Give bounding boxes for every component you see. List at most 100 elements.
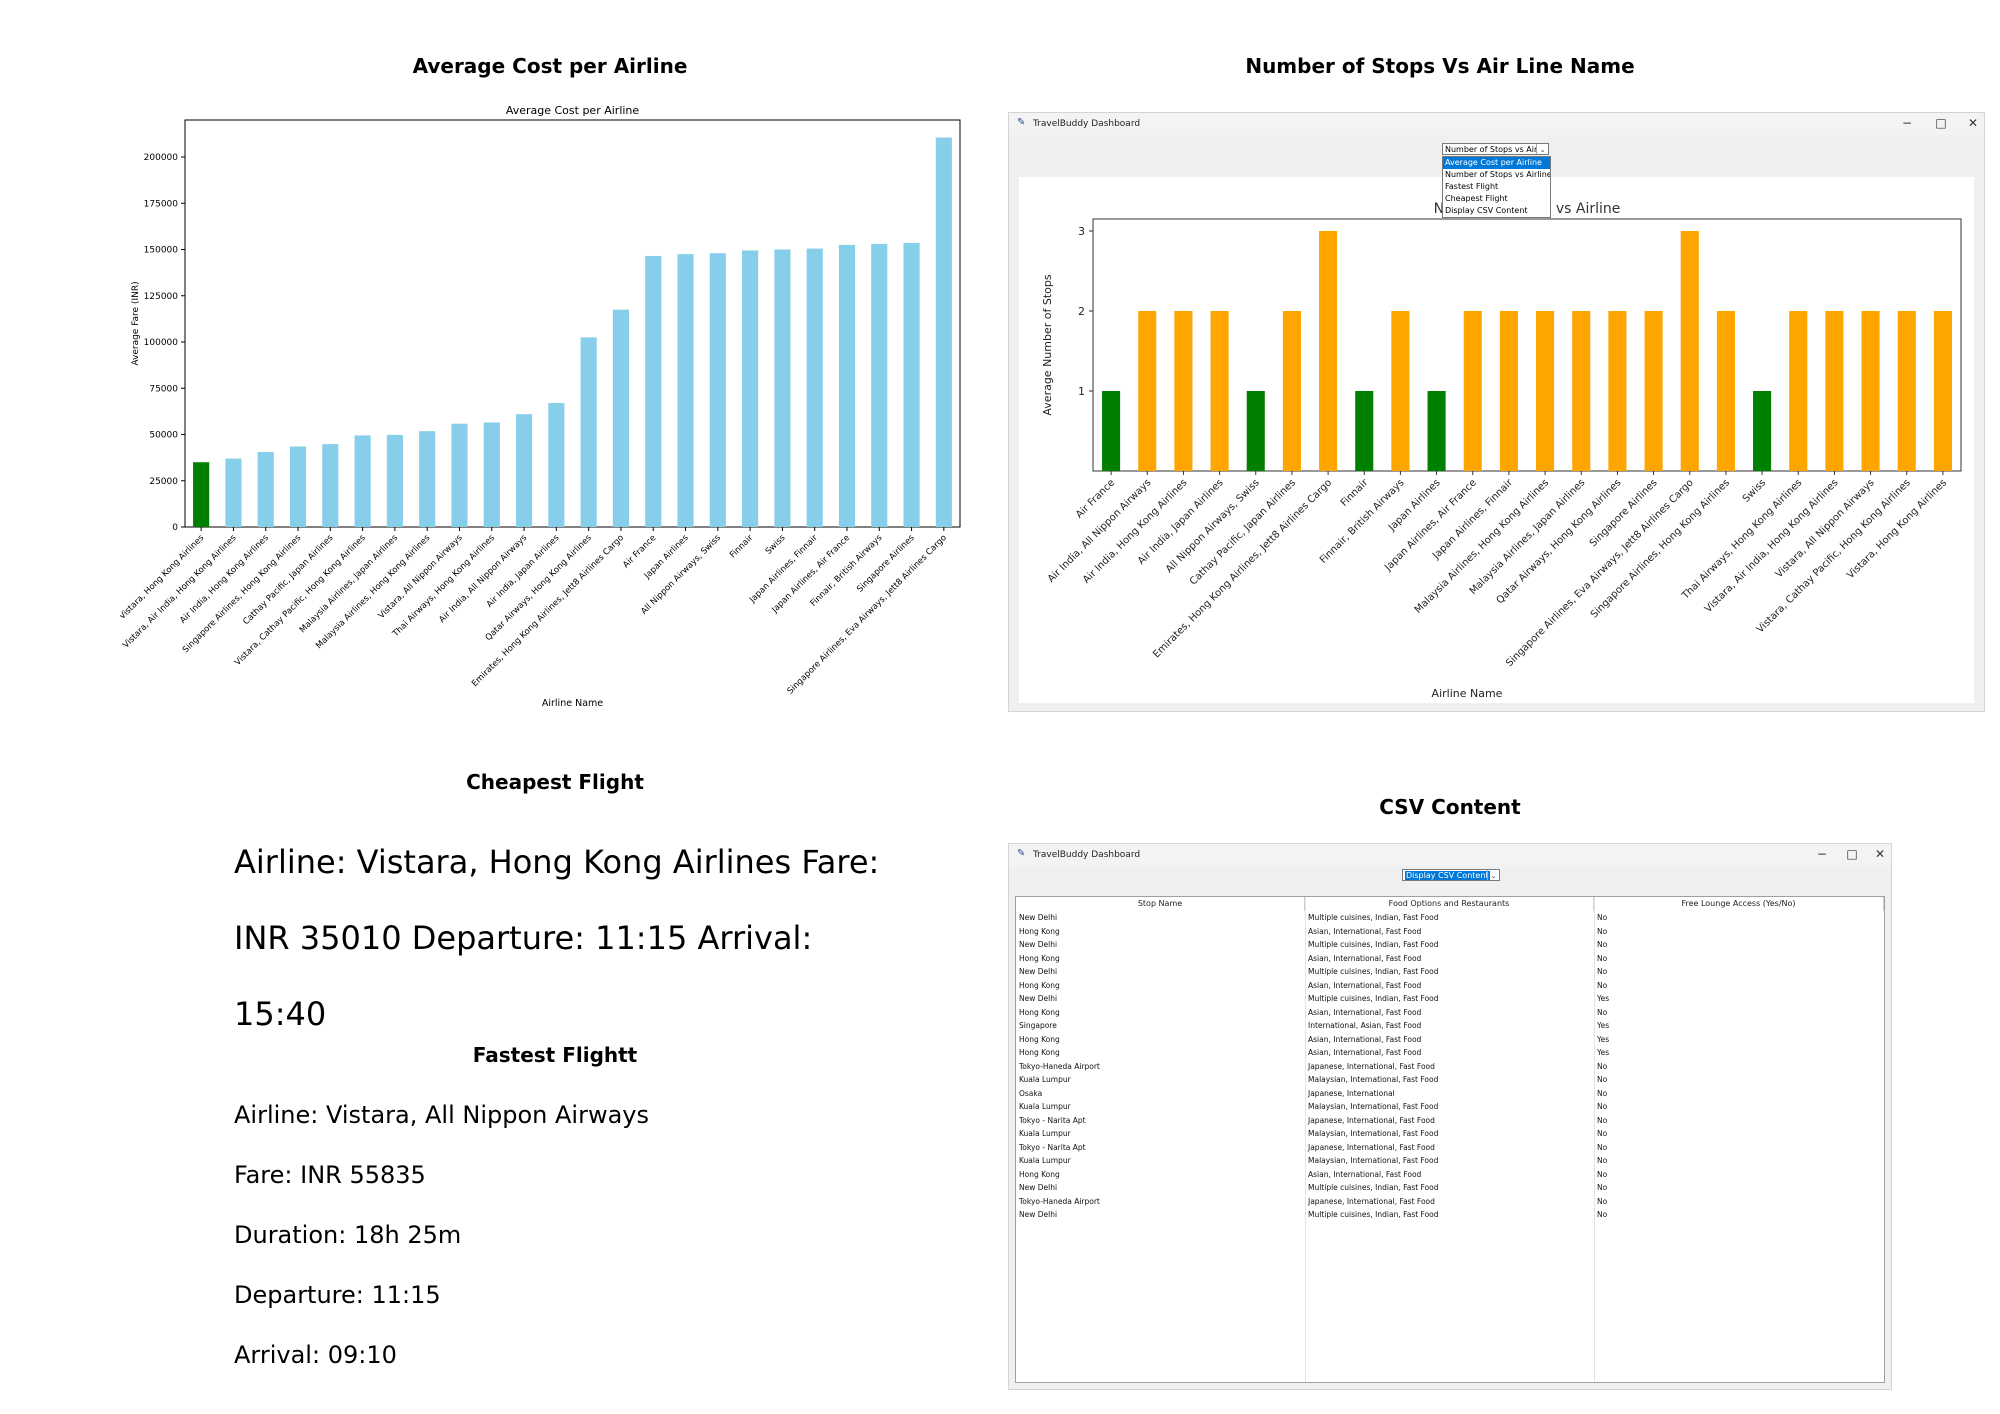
bar: [806, 248, 823, 527]
table-cell: Tokyo - Narita Apt: [1019, 1115, 1086, 1125]
table-cell: Hong Kong: [1019, 980, 1060, 990]
table-cell: Asian, International, Fast Food: [1308, 980, 1422, 990]
x-tick-label: Emirates, Hong Kong Airlines, Jett8 Airl…: [1151, 477, 1334, 660]
chevron-down-icon[interactable]: ⌄: [1536, 144, 1548, 154]
x-tick-label: Finnair: [1339, 477, 1371, 509]
y-tick-label: 200000: [144, 153, 179, 163]
bar: [1644, 311, 1663, 471]
minimize-button[interactable]: −: [1901, 116, 1913, 130]
column-header[interactable]: Free Lounge Access (Yes/No): [1594, 897, 1884, 911]
maximize-button[interactable]: □: [1846, 847, 1858, 861]
x-axis-label: Airline Name: [1432, 687, 1503, 700]
cheapest-heading: Cheapest Flight: [466, 770, 644, 794]
bar: [742, 250, 759, 528]
maximize-button[interactable]: □: [1935, 116, 1947, 130]
y-tick-label: 3: [1078, 225, 1085, 238]
fastest-duration: Duration: 18h 25m: [234, 1221, 462, 1249]
bar: [386, 434, 403, 527]
table-cell: Japanese, International, Fast Food: [1308, 1142, 1435, 1152]
table-cell: Malaysian, International, Fast Food: [1308, 1156, 1439, 1165]
chevron-down-icon[interactable]: ⌄: [1487, 870, 1499, 880]
bar: [903, 243, 920, 527]
cheapest-line-1: Airline: Vistara, Hong Kong Airlines Far…: [234, 843, 880, 881]
column-separator: [1594, 897, 1595, 1382]
dropdown-option[interactable]: Average Cost per Airline: [1443, 157, 1550, 169]
close-button[interactable]: ✕: [1967, 116, 1979, 130]
fastest-airline: Airline: Vistara, All Nippon Airways: [234, 1101, 649, 1129]
table-cell: Malaysian, International, Fast Food: [1308, 1102, 1439, 1111]
table-cell: No: [1597, 1007, 1608, 1017]
x-tick-label: Emirates, Hong Kong Airlines, Jett8 Airl…: [470, 533, 626, 689]
bar: [871, 243, 888, 527]
bar: [1174, 311, 1193, 471]
dropdown-option[interactable]: Cheapest Flight: [1445, 194, 1508, 203]
fastest-fare: Fare: INR 55835: [234, 1161, 426, 1189]
feather-icon: ✎: [1017, 848, 1026, 859]
table-cell: No: [1597, 1156, 1608, 1165]
table-cell: No: [1597, 1115, 1608, 1125]
cheapest-flight-info: Airline: Vistara, Hong Kong Airlines Far…: [234, 824, 879, 1052]
y-tick-label: 100000: [144, 338, 179, 348]
y-axis-label: Average Fare (INR): [131, 281, 141, 365]
bar: [289, 446, 307, 527]
table-cell: No: [1597, 1169, 1608, 1179]
bar: [1680, 231, 1699, 471]
y-tick-label: 150000: [144, 246, 179, 256]
avg-cost-chart: Average Cost per Airline 0 25000 50000 75000…: [120, 104, 961, 709]
bar: [645, 255, 662, 527]
window-title: TravelBuddy Dashboard: [1033, 119, 1141, 129]
table-cell: Hong Kong: [1019, 1169, 1060, 1179]
bar: [1210, 311, 1229, 471]
bar: [1753, 391, 1772, 471]
chart-select-combobox[interactable]: Number of Stops vs Airline ⌄: [1442, 143, 1549, 155]
csv-select-combobox[interactable]: Display CSV Content ⌄: [1402, 869, 1500, 881]
x-tick-label: Finnair: [728, 533, 756, 561]
stops-heading: Number of Stops Vs Air Line Name: [1245, 54, 1635, 78]
dropdown-option[interactable]: Fastest Flight: [1445, 182, 1499, 191]
dropdown-option[interactable]: Display CSV Content: [1445, 206, 1528, 215]
bar: [483, 422, 500, 527]
window-title: TravelBuddy Dashboard: [1033, 850, 1141, 860]
x-tick-label: Malaysia Airlines, Hong Kong Airlines: [314, 533, 433, 652]
table-cell: Hong Kong: [1019, 1007, 1060, 1017]
bar: [515, 414, 533, 527]
y-tick-label: 175000: [144, 199, 179, 209]
table-cell: Yes: [1597, 1034, 1610, 1044]
column-header[interactable]: Stop Name: [1016, 897, 1305, 911]
column-header[interactable]: Food Options and Restaurants: [1305, 897, 1594, 911]
table-cell: No: [1597, 1129, 1608, 1138]
bar: [193, 462, 210, 527]
table-cell: Yes: [1597, 1048, 1610, 1057]
bar: [1536, 311, 1555, 471]
csv-window: ✎ TravelBuddy Dashboard − □ ✕ Display CS…: [1008, 843, 1892, 1390]
bar: [1716, 311, 1735, 471]
x-tick-label: Vistara, Air India, Hong Kong Airlines: [121, 533, 239, 651]
dropdown-option[interactable]: Number of Stops vs Airline: [1445, 170, 1550, 179]
avg-cost-heading: Average Cost per Airline: [412, 54, 688, 78]
minimize-button[interactable]: −: [1816, 847, 1828, 861]
table-cell: Malaysian, International, Fast Food: [1308, 1075, 1439, 1084]
table-cell: Asian, International, Fast Food: [1308, 1169, 1422, 1179]
bar: [935, 137, 952, 527]
bar: [709, 253, 726, 527]
table-cell: Japanese, International, Fast Food: [1308, 1196, 1435, 1206]
close-button[interactable]: ✕: [1874, 847, 1886, 861]
cheapest-line-3: 15:40: [234, 995, 327, 1033]
table-cell: No: [1597, 1075, 1608, 1084]
bar: [1319, 231, 1338, 471]
table-cell: No: [1597, 1088, 1608, 1098]
table-cell: Japanese, International, Fast Food: [1308, 1061, 1435, 1071]
bar: [1499, 311, 1518, 471]
table-cell: Asian, International, Fast Food: [1308, 1034, 1422, 1044]
table-cell: No: [1597, 1196, 1608, 1206]
bar: [1897, 311, 1916, 471]
plot-frame: [1092, 218, 1962, 472]
table-cell: Multiple cuisines, Indian, Fast Food: [1308, 967, 1439, 976]
csv-table[interactable]: Stop Name Food Options and Restaurants Fre…: [1015, 896, 1885, 1383]
table-cell: No: [1597, 1061, 1608, 1071]
table-cell: Asian, International, Fast Food: [1308, 953, 1422, 963]
y-tick-label: 0: [172, 523, 178, 533]
x-tick-label: Malaysia Airlines, Hong Kong Airlines: [1413, 477, 1551, 615]
